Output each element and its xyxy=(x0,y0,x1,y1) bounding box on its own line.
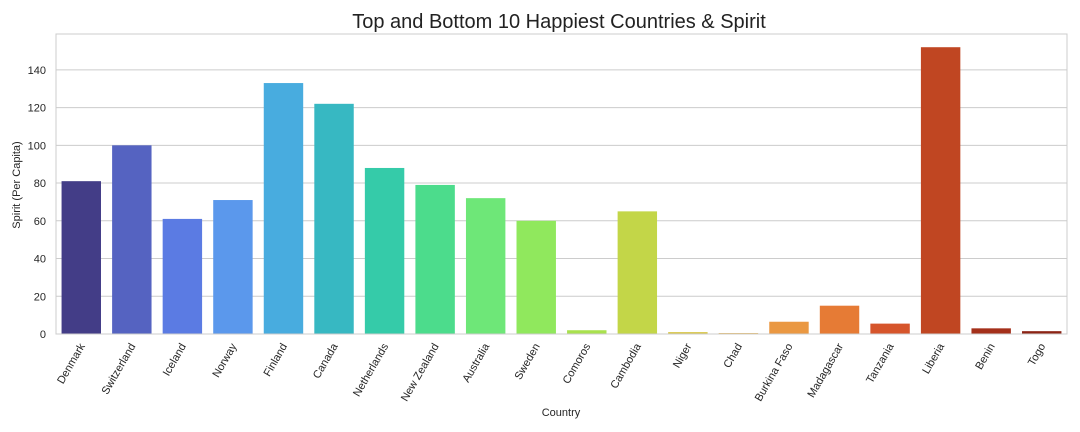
bar-madagascar xyxy=(819,305,860,334)
bar-new-zealand xyxy=(415,184,455,334)
bar-canada xyxy=(314,103,354,335)
x-tick-label: New Zealand xyxy=(399,342,442,404)
bar-finland xyxy=(263,83,304,334)
y-tick-label: 40 xyxy=(34,254,46,266)
bar-iceland xyxy=(162,218,203,334)
bars xyxy=(61,47,1062,335)
bar-cambodia xyxy=(617,211,658,334)
x-axis-ticks: Denmark Switzerland Iceland Norway Finland Ca… xyxy=(55,341,1048,404)
x-tick-label: Madagascar xyxy=(805,341,846,400)
bar-liberia xyxy=(920,47,961,334)
x-tick-label: Tanzania xyxy=(864,341,897,386)
y-tick-label: 100 xyxy=(28,140,46,152)
bar-niger xyxy=(668,332,708,334)
bar-comoros xyxy=(567,330,607,334)
x-axis-label: Country xyxy=(542,407,581,419)
x-tick-label: Norway xyxy=(210,341,239,380)
x-tick-label: Benin xyxy=(973,342,997,372)
bar-switzerland xyxy=(112,145,152,334)
y-axis-ticks: 0 20 40 60 80 100 120 140 xyxy=(28,65,46,341)
x-tick-label: Chad xyxy=(721,342,745,371)
bar-tanzania xyxy=(870,323,910,334)
y-tick-label: 0 xyxy=(40,329,46,341)
x-tick-label: Iceland xyxy=(161,342,189,379)
bar-benin xyxy=(971,328,1011,334)
x-tick-label: Denmark xyxy=(55,341,88,386)
x-tick-label: Netherlands xyxy=(351,341,391,399)
bar-australia xyxy=(465,198,506,334)
y-axis-label: Spirit (Per Capita) xyxy=(11,141,23,228)
x-tick-label: Cambodia xyxy=(608,341,644,391)
y-tick-label: 140 xyxy=(28,65,46,77)
bar-sweden xyxy=(516,220,556,334)
bar-denmark xyxy=(61,181,101,334)
bar-togo xyxy=(1022,331,1062,334)
x-tick-label: Australia xyxy=(460,341,492,385)
gridlines xyxy=(56,69,1067,297)
y-tick-label: 20 xyxy=(34,291,46,303)
x-tick-label: Togo xyxy=(1026,342,1048,369)
x-tick-label: Comoros xyxy=(561,341,594,386)
y-tick-label: 80 xyxy=(34,178,46,190)
x-tick-label: Burkina Faso xyxy=(753,342,796,404)
x-tick-label: Niger xyxy=(671,341,695,370)
y-tick-label: 60 xyxy=(34,216,46,228)
plot-frame xyxy=(55,33,1068,335)
bar-netherlands xyxy=(364,167,405,334)
bar-norway xyxy=(213,200,253,334)
x-tick-label: Canada xyxy=(311,341,341,381)
x-tick-label: Liberia xyxy=(920,341,947,376)
chart-title: Top and Bottom 10 Happiest Countries & S… xyxy=(352,11,766,33)
x-tick-label: Finland xyxy=(262,342,290,379)
x-tick-label: Switzerland xyxy=(100,342,139,397)
y-tick-label: 120 xyxy=(28,103,46,115)
bar-burkina-faso xyxy=(769,321,809,334)
x-tick-label: Sweden xyxy=(513,342,543,382)
